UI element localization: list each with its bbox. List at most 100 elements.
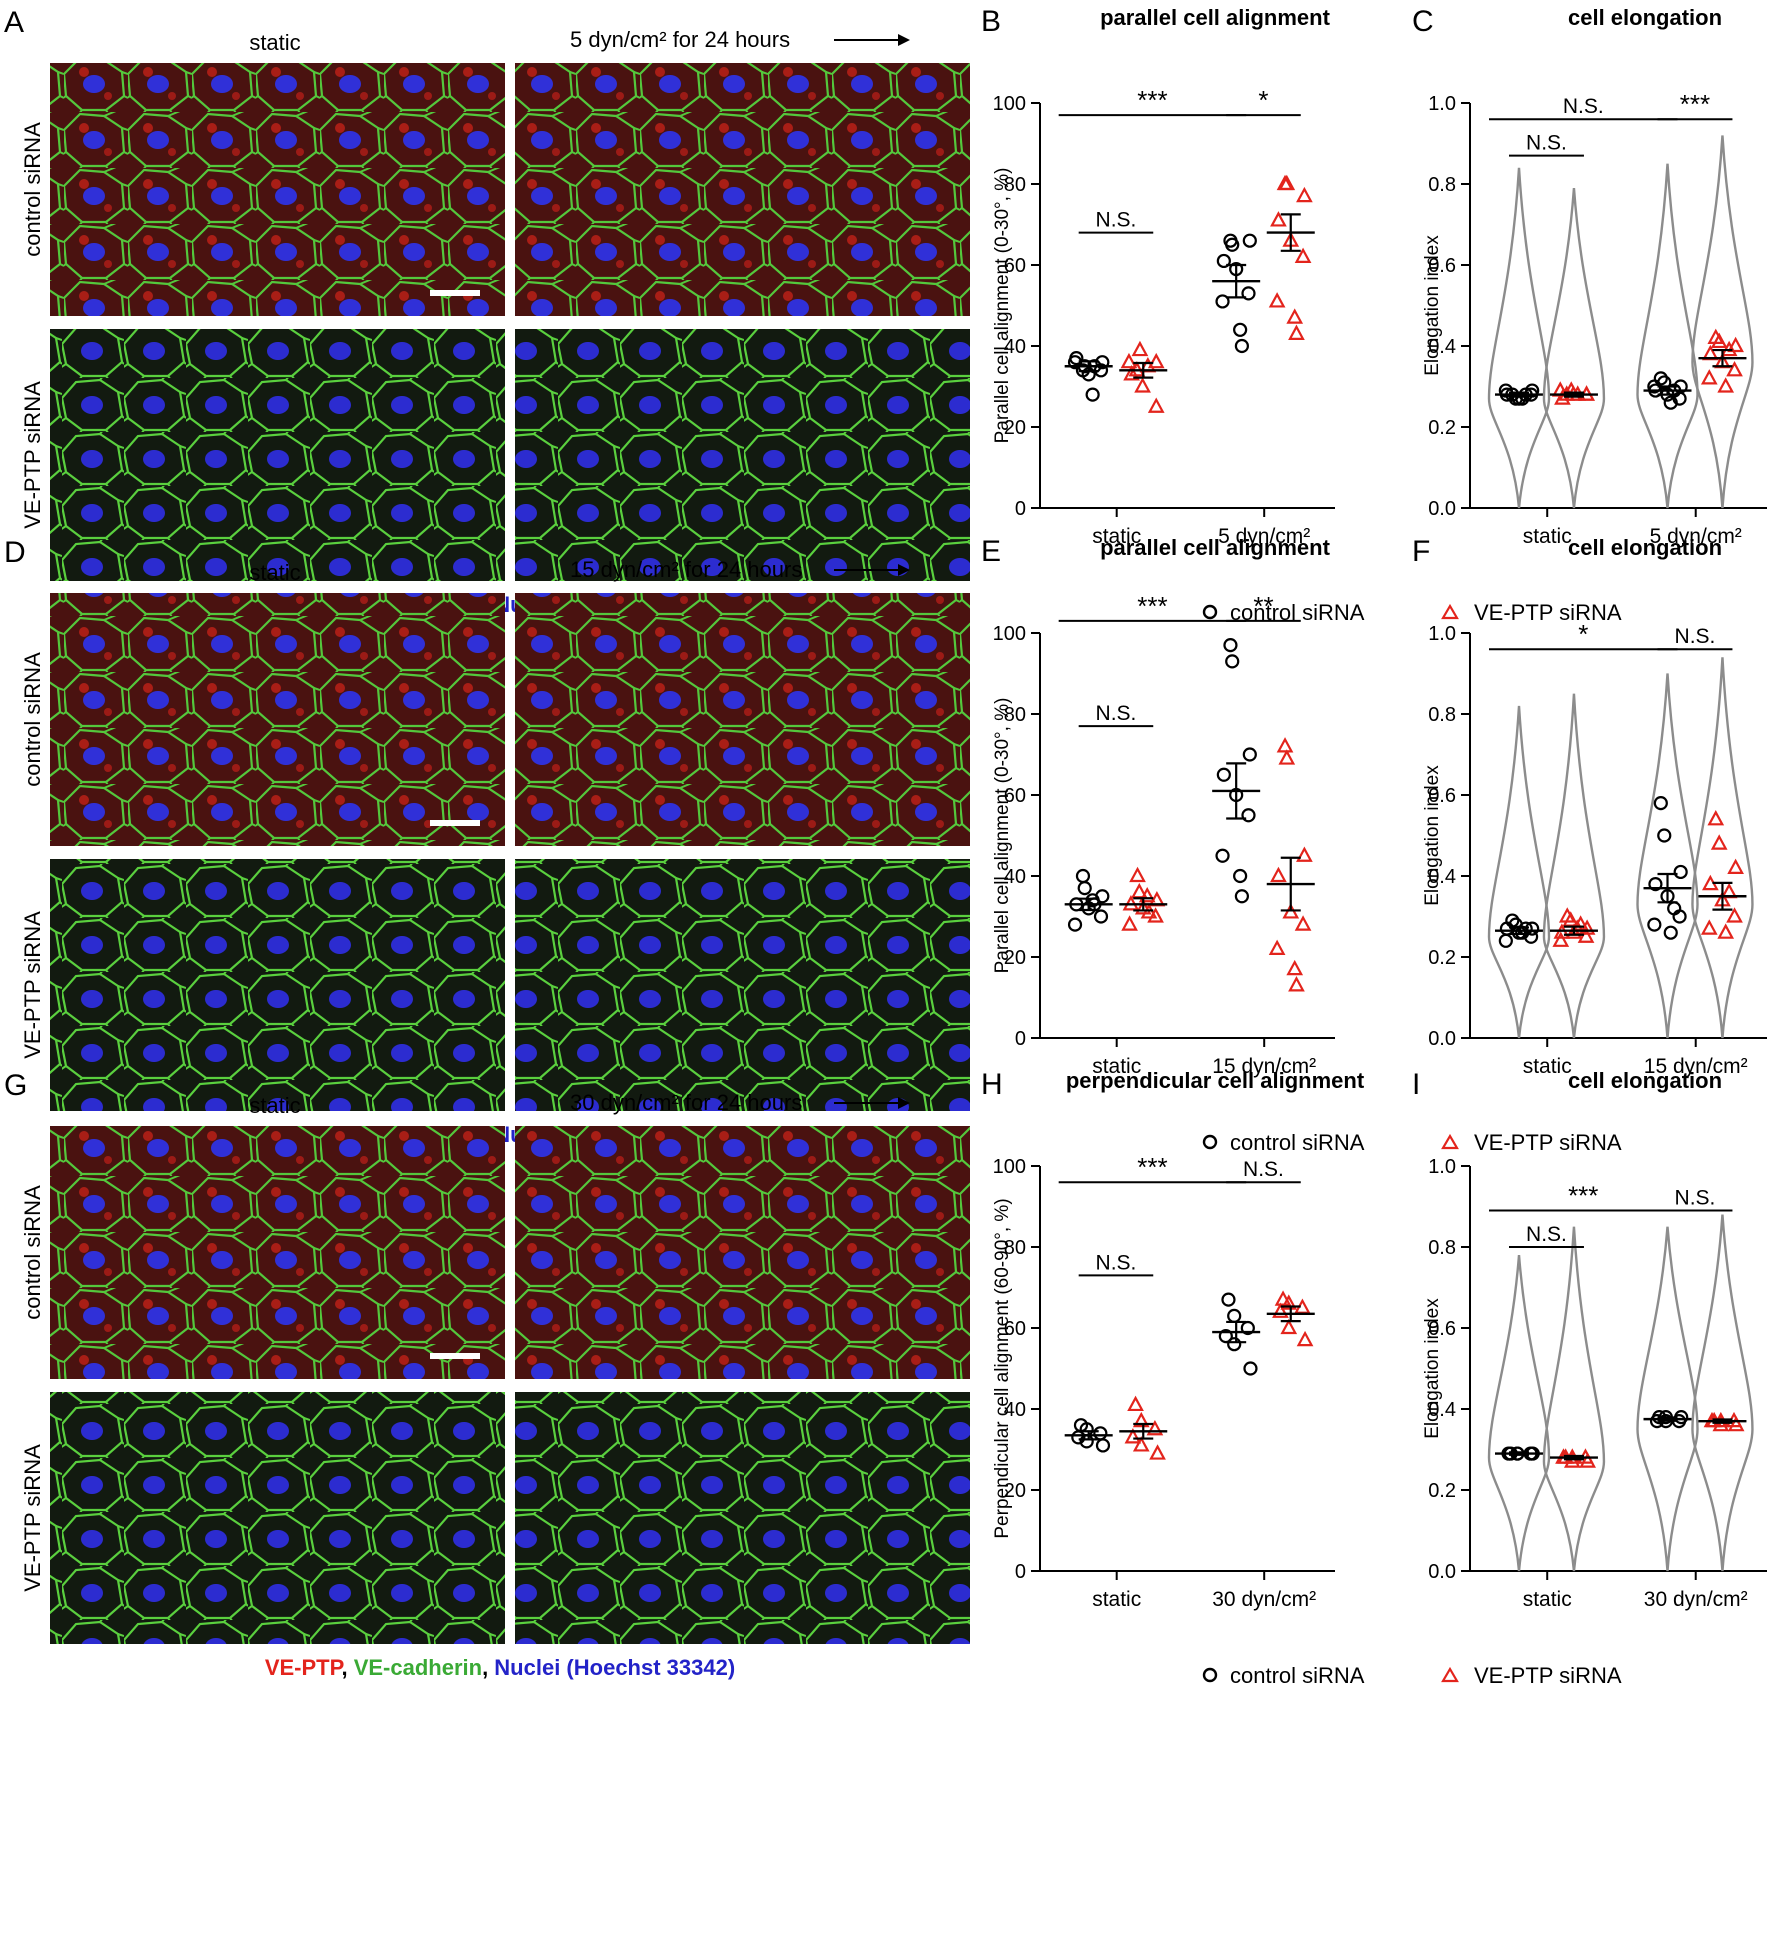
series-control-group1 — [1636, 163, 1699, 509]
y-tick-label: 0.4 — [1428, 866, 1456, 888]
flow-column-label: 15 dyn/cm² for 24 hours — [570, 557, 802, 582]
micrograph-veptp-static — [50, 1392, 505, 1644]
panel-letter: G — [4, 1069, 27, 1102]
data-point — [1234, 338, 1249, 354]
series-control-group1 — [1212, 638, 1261, 904]
data-point — [1700, 919, 1718, 935]
y-tick-label: 100 — [993, 623, 1026, 645]
data-point — [1216, 767, 1231, 782]
x-tick-label: 5 dyn/cm² — [1650, 525, 1742, 548]
series-veptp-group1 — [1266, 737, 1315, 992]
data-point — [1124, 1428, 1142, 1444]
y-tick-label: 0.0 — [1428, 498, 1456, 520]
chart-title: parallel cell alignment — [1100, 535, 1331, 560]
row-label-control: control siRNA — [20, 1185, 45, 1320]
series-control-group0 — [1487, 705, 1551, 1039]
data-point — [1579, 1452, 1596, 1468]
y-axis-label: Parallel cell alignment (0-30°, %) — [992, 698, 1013, 974]
series-control-group1 — [1636, 1226, 1699, 1572]
data-point — [1225, 237, 1240, 252]
x-tick-label: 15 dyn/cm² — [1212, 1055, 1316, 1078]
y-tick-label: 60 — [1004, 785, 1026, 807]
legend-veptp-label: VE-PTP siRNA — [1474, 1663, 1622, 1688]
data-point — [1216, 253, 1231, 269]
data-point — [1129, 866, 1146, 883]
data-point — [1147, 352, 1165, 369]
y-tick-label: 60 — [1004, 255, 1026, 277]
data-point — [1071, 1430, 1086, 1445]
y-tick-label: 0.8 — [1428, 704, 1456, 726]
y-tick-label: 0.6 — [1428, 255, 1456, 277]
legend-control-label: control siRNA — [1230, 1663, 1365, 1688]
y-tick-label: 60 — [1004, 1318, 1026, 1340]
y-tick-label: 20 — [1004, 417, 1026, 439]
data-point — [1274, 1290, 1292, 1306]
micrograph-control-static — [50, 1126, 505, 1379]
data-point — [1700, 369, 1718, 385]
x-tick-label: static — [1523, 1588, 1572, 1611]
data-point — [1233, 868, 1248, 884]
panel-letter: F — [1412, 535, 1430, 568]
y-axis-label: Elongation index — [1422, 765, 1443, 906]
legend-veptp-label: VE-PTP siRNA — [1474, 600, 1622, 625]
data-point — [1726, 360, 1743, 377]
stain-comma: , — [341, 1655, 353, 1680]
series-control-group0 — [1064, 868, 1113, 932]
series-veptp-group1 — [1691, 135, 1754, 509]
data-point — [1127, 1395, 1144, 1412]
y-tick-label: 1.0 — [1428, 623, 1456, 645]
violin-outline — [1636, 673, 1699, 1039]
series-veptp-group0 — [1542, 693, 1606, 1039]
data-point — [1294, 915, 1312, 931]
data-point — [1710, 332, 1728, 349]
legend: control siRNA VE-PTP siRNA — [1202, 1663, 1622, 1688]
micrograph-control-static — [50, 63, 505, 316]
data-point — [1147, 907, 1164, 923]
y-tick-label: 0.6 — [1428, 785, 1456, 807]
x-tick-label: static — [1092, 1588, 1141, 1611]
data-point — [1270, 866, 1287, 883]
x-tick-label: static — [1092, 525, 1141, 548]
violin-outline — [1542, 693, 1606, 1039]
data-point — [1227, 1308, 1242, 1323]
arrow-head-icon — [898, 564, 910, 576]
significance-label: *** — [1568, 1181, 1598, 1211]
data-point — [1132, 1436, 1150, 1452]
series-veptp-group0 — [1119, 340, 1168, 413]
y-tick-label: 80 — [1004, 704, 1026, 726]
significance-label: N.S. — [1526, 1223, 1567, 1246]
data-point — [1663, 925, 1678, 940]
y-tick-label: 0.2 — [1428, 947, 1456, 969]
violin-outline — [1487, 1255, 1551, 1572]
x-tick-label: static — [1092, 1055, 1141, 1078]
violin-outline — [1542, 1226, 1606, 1572]
y-tick-label: 40 — [1004, 1399, 1026, 1421]
chart-title: parallel cell alignment — [1100, 5, 1331, 30]
legend-veptp-marker — [1441, 603, 1459, 620]
data-point — [1278, 749, 1296, 765]
violin-outline — [1636, 163, 1699, 509]
y-tick-label: 0.0 — [1428, 1561, 1456, 1583]
data-point — [1093, 1426, 1108, 1441]
micrograph-veptp-flow — [515, 859, 970, 1111]
panel-letter: E — [981, 535, 1001, 568]
data-point — [1647, 917, 1662, 932]
significance-label: * — [1258, 85, 1268, 115]
data-point — [1093, 909, 1109, 924]
data-point — [1296, 186, 1313, 203]
data-point — [1296, 846, 1313, 862]
data-point — [1727, 336, 1744, 353]
micrograph-control-static — [50, 593, 505, 846]
violin-outline — [1487, 705, 1551, 1039]
significance-label: N.S. — [1563, 95, 1604, 118]
y-tick-label: 40 — [1004, 866, 1026, 888]
chart-title: cell elongation — [1568, 1068, 1722, 1093]
y-tick-label: 80 — [1004, 174, 1026, 196]
row-label-control: control siRNA — [20, 652, 45, 787]
y-tick-label: 0.8 — [1428, 1237, 1456, 1259]
